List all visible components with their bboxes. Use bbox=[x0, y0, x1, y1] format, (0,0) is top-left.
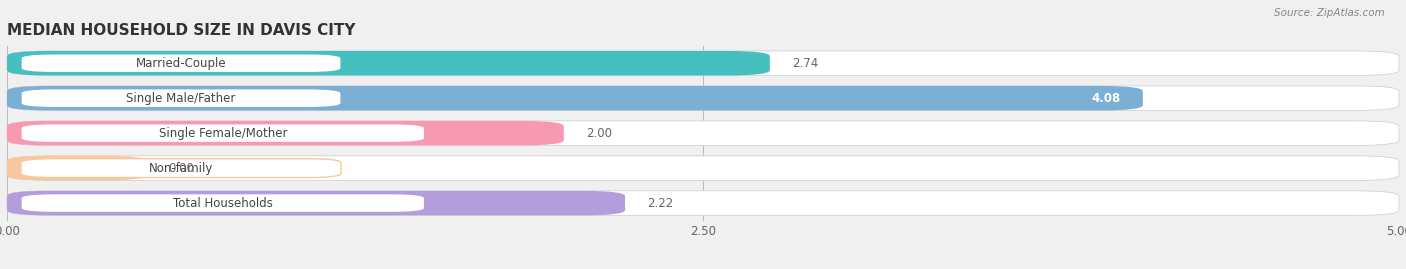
FancyBboxPatch shape bbox=[7, 121, 564, 145]
FancyBboxPatch shape bbox=[7, 51, 770, 76]
FancyBboxPatch shape bbox=[7, 51, 1399, 76]
FancyBboxPatch shape bbox=[7, 121, 1399, 145]
FancyBboxPatch shape bbox=[7, 156, 1399, 180]
FancyBboxPatch shape bbox=[7, 86, 1143, 111]
FancyBboxPatch shape bbox=[21, 124, 425, 143]
FancyBboxPatch shape bbox=[7, 86, 1399, 111]
Text: Single Male/Father: Single Male/Father bbox=[127, 92, 236, 105]
Text: Source: ZipAtlas.com: Source: ZipAtlas.com bbox=[1274, 8, 1385, 18]
FancyBboxPatch shape bbox=[21, 159, 342, 178]
Text: 2.22: 2.22 bbox=[647, 197, 673, 210]
FancyBboxPatch shape bbox=[7, 191, 1399, 215]
Text: Total Households: Total Households bbox=[173, 197, 273, 210]
Text: 0.00: 0.00 bbox=[169, 162, 194, 175]
FancyBboxPatch shape bbox=[21, 89, 342, 108]
Text: 4.08: 4.08 bbox=[1091, 92, 1121, 105]
Text: 2.74: 2.74 bbox=[792, 57, 818, 70]
Text: 2.00: 2.00 bbox=[586, 127, 612, 140]
FancyBboxPatch shape bbox=[7, 191, 626, 215]
FancyBboxPatch shape bbox=[21, 54, 342, 73]
Text: Single Female/Mother: Single Female/Mother bbox=[159, 127, 287, 140]
Text: MEDIAN HOUSEHOLD SIZE IN DAVIS CITY: MEDIAN HOUSEHOLD SIZE IN DAVIS CITY bbox=[7, 23, 356, 38]
Text: Non-family: Non-family bbox=[149, 162, 214, 175]
Text: Married-Couple: Married-Couple bbox=[136, 57, 226, 70]
FancyBboxPatch shape bbox=[21, 194, 425, 213]
FancyBboxPatch shape bbox=[7, 156, 146, 180]
